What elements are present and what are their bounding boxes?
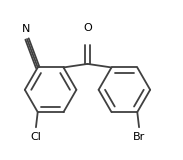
Text: N: N (22, 24, 30, 34)
Text: Br: Br (133, 132, 145, 142)
Text: Cl: Cl (31, 132, 41, 142)
Text: O: O (83, 23, 92, 33)
